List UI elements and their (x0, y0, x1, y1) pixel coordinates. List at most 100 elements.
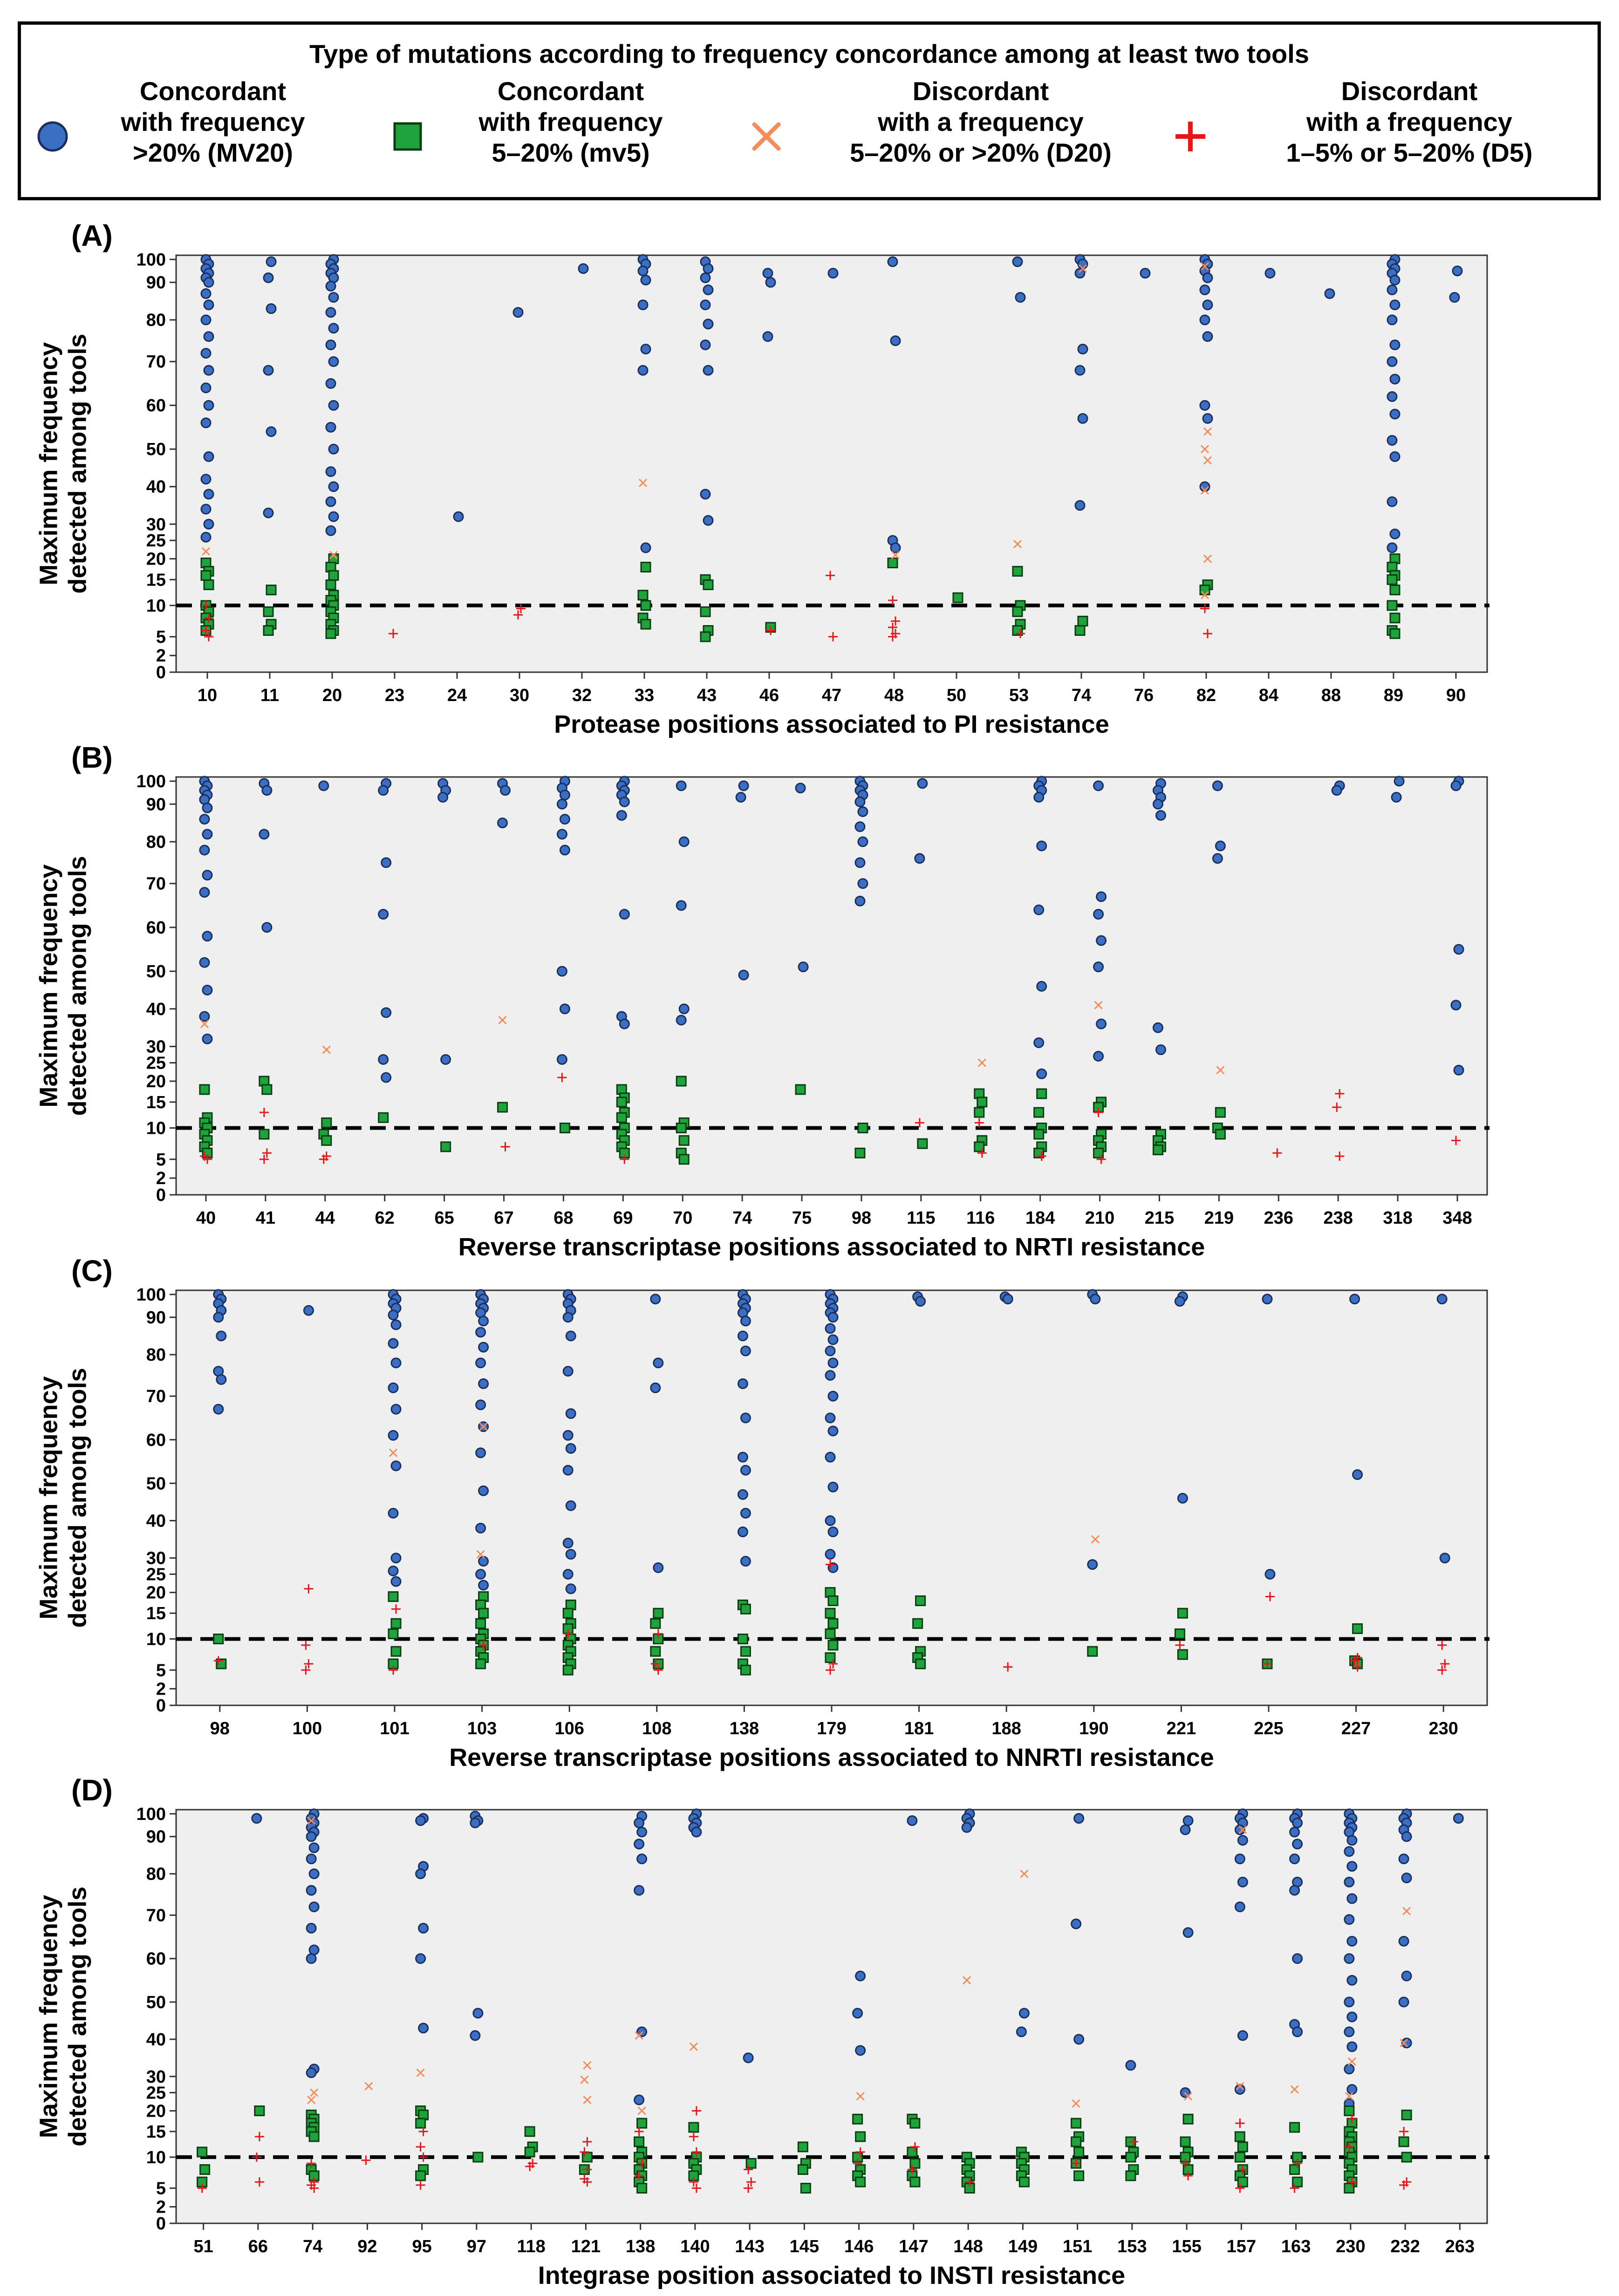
point-MV20 (378, 1054, 389, 1065)
point-MV20 (556, 798, 567, 810)
y-tick-label: 25 (146, 2083, 166, 2103)
point-D5 (826, 571, 835, 580)
point-MV20 (1346, 1935, 1358, 1947)
point-D5 (1399, 2180, 1409, 2190)
point-MV20 (737, 1330, 748, 1342)
point-MV20 (199, 845, 210, 856)
point-MV20 (619, 909, 630, 920)
y-axis-title: Maximum frequencydetected among tools (35, 1887, 92, 2146)
point-MV20 (328, 400, 339, 411)
y-tick-label: 15 (146, 1604, 166, 1623)
point-MV20 (1234, 1824, 1245, 1835)
legend: Type of mutations according to frequency… (18, 21, 1601, 200)
point-MV20 (475, 1447, 486, 1458)
point-D5 (582, 2177, 592, 2187)
point-D5 (1175, 1640, 1185, 1650)
x-tick-label: 67 (494, 1208, 513, 1228)
point-D5 (1128, 2137, 1138, 2146)
point-mv5 (952, 592, 963, 603)
point-MV20 (562, 1312, 574, 1323)
point-MV20 (418, 1922, 429, 1934)
x-tick-label: 140 (680, 2237, 710, 2256)
point-D5 (582, 2137, 592, 2146)
point-D5 (500, 1142, 510, 1151)
point-MV20 (634, 1839, 645, 1850)
point-D5 (1335, 1151, 1345, 1161)
point-MV20 (306, 1922, 317, 1934)
y-tick-label: 50 (146, 440, 166, 459)
point-D5 (853, 2159, 862, 2168)
point-mv5 (1012, 606, 1023, 617)
point-MV20 (200, 531, 212, 543)
point-MV20 (388, 1430, 399, 1441)
point-MV20 (1202, 413, 1213, 424)
point-MV20 (640, 274, 651, 286)
x-tick-label: 188 (991, 1719, 1021, 1738)
y-tick-label: 90 (146, 273, 166, 293)
point-mv5 (912, 1618, 923, 1629)
point-mv5 (378, 1112, 389, 1123)
point-D5 (204, 613, 213, 623)
point-mv5 (1177, 1608, 1188, 1619)
x-tick-label: 108 (642, 1719, 671, 1738)
point-mv5 (616, 1112, 627, 1123)
point-mv5 (676, 1076, 687, 1087)
point-mv5 (1177, 1649, 1188, 1660)
point-mv5 (800, 2183, 811, 2194)
point-D5 (828, 1659, 838, 1669)
point-mv5 (1033, 1107, 1045, 1118)
point-MV20 (653, 1357, 664, 1369)
point-MV20 (1202, 331, 1213, 342)
point-MV20 (1237, 1835, 1248, 1846)
x-tick-label: 89 (1384, 686, 1403, 705)
point-D5 (319, 1154, 328, 1164)
point-D20 (1091, 1535, 1100, 1544)
point-mv5 (637, 590, 649, 601)
plot-area (175, 254, 1488, 673)
point-mv5 (1073, 2170, 1085, 2181)
point-mv5 (259, 1129, 270, 1140)
point-MV20 (381, 857, 392, 868)
panel-label: (C) (71, 1254, 113, 1288)
point-MV20 (1344, 2026, 1355, 2037)
point-MV20 (738, 969, 749, 981)
point-MV20 (1398, 1996, 1409, 2008)
point-MV20 (1292, 1817, 1303, 1828)
point-mv5 (1174, 1628, 1185, 1639)
point-mv5 (497, 1102, 508, 1113)
point-MV20 (202, 802, 213, 813)
point-D5 (1347, 2177, 1357, 2187)
point-MV20 (640, 343, 651, 354)
x-tick-label: 68 (553, 1208, 573, 1228)
point-D5 (201, 626, 211, 635)
point-MV20 (1346, 2041, 1358, 2052)
point-mv5 (559, 1122, 570, 1133)
x-tick-label: 23 (385, 686, 404, 705)
point-mv5 (1074, 625, 1086, 636)
point-MV20 (303, 1305, 314, 1316)
point-D20 (977, 1058, 986, 1067)
point-D5 (416, 2180, 425, 2190)
point-MV20 (306, 2067, 317, 2078)
point-mv5 (915, 1595, 926, 1606)
panel-label: (A) (71, 219, 113, 252)
x-tick-label: 318 (1383, 1208, 1412, 1228)
point-MV20 (1016, 2026, 1027, 2037)
point-MV20 (388, 1507, 399, 1519)
point-MV20 (388, 1565, 399, 1576)
point-MV20 (1349, 1294, 1360, 1305)
point-MV20 (1346, 1861, 1358, 1872)
point-mv5 (1153, 1145, 1163, 1156)
point-MV20 (676, 900, 687, 911)
point-mv5 (199, 2164, 211, 2175)
point-MV20 (1036, 981, 1047, 992)
x-tick-label: 74 (1072, 686, 1091, 705)
point-MV20 (854, 821, 866, 832)
point-D5 (204, 632, 213, 641)
point-D5 (1437, 1640, 1447, 1650)
point-MV20 (325, 525, 336, 536)
y-tick-label: 30 (146, 1037, 166, 1057)
point-mv5 (676, 1122, 687, 1133)
